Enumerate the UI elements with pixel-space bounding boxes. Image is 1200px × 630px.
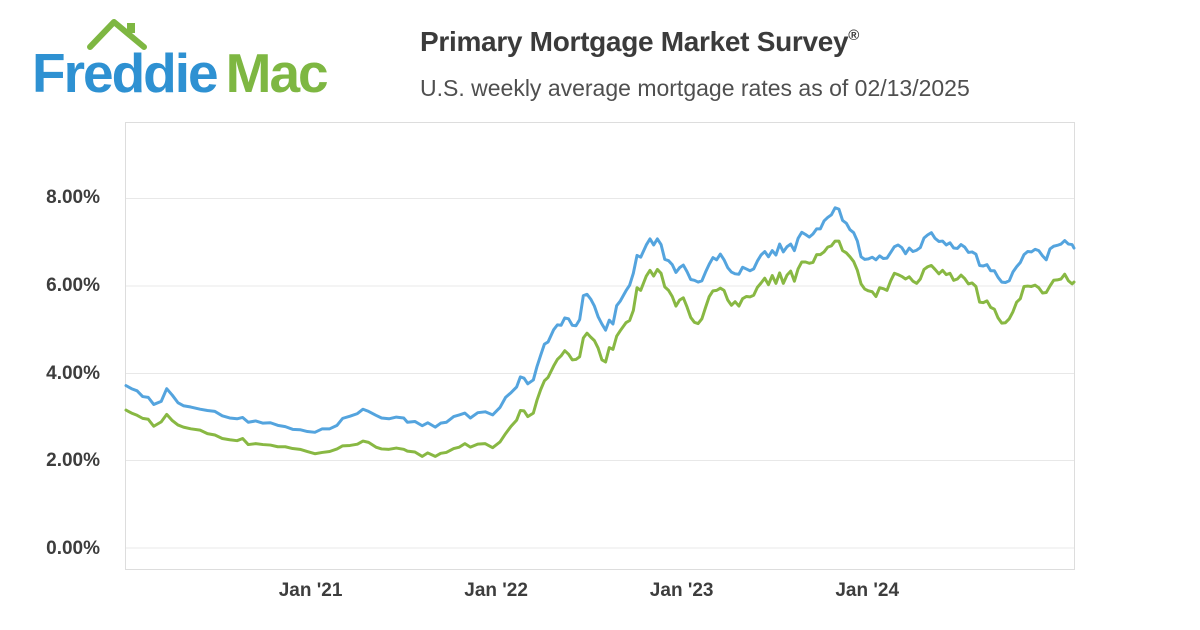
logo-word-freddie: Freddie <box>32 42 219 104</box>
roof-outline <box>87 19 147 50</box>
x-axis-label-Jan-21: Jan '21 <box>278 580 343 601</box>
rates-plot <box>124 122 1076 570</box>
green-series-line <box>124 239 1076 458</box>
page-title-text: Primary Mortgage Market Survey <box>420 26 849 57</box>
y-axis-label-6.00%: 6.00% <box>46 274 100 296</box>
logo-wordmark: Freddie Mac <box>32 46 329 101</box>
page-subtitle: U.S. weekly average mortgage rates as of… <box>420 75 970 101</box>
registered-mark: ® <box>848 27 860 44</box>
chimney <box>127 23 135 33</box>
y-axis-label-8.00%: 8.00% <box>46 187 100 208</box>
x-axis-label-Jan-24: Jan '24 <box>835 580 900 601</box>
house-roof-icon <box>87 19 147 50</box>
page-title: Primary Mortgage Market Survey® <box>420 26 859 58</box>
y-axis-label-0.00%: 0.00% <box>46 538 100 559</box>
x-axis-label-Jan-23: Jan '23 <box>649 580 714 601</box>
blue-series-line <box>124 206 1076 434</box>
y-axis-label-2.00%: 2.00% <box>46 450 100 472</box>
logo-word-mac: Mac <box>225 42 329 104</box>
freddie-mac-logo: Freddie Mac <box>30 10 420 116</box>
x-axis-label-Jan-22: Jan '22 <box>464 580 528 601</box>
y-axis-label-4.00%: 4.00% <box>46 362 100 384</box>
